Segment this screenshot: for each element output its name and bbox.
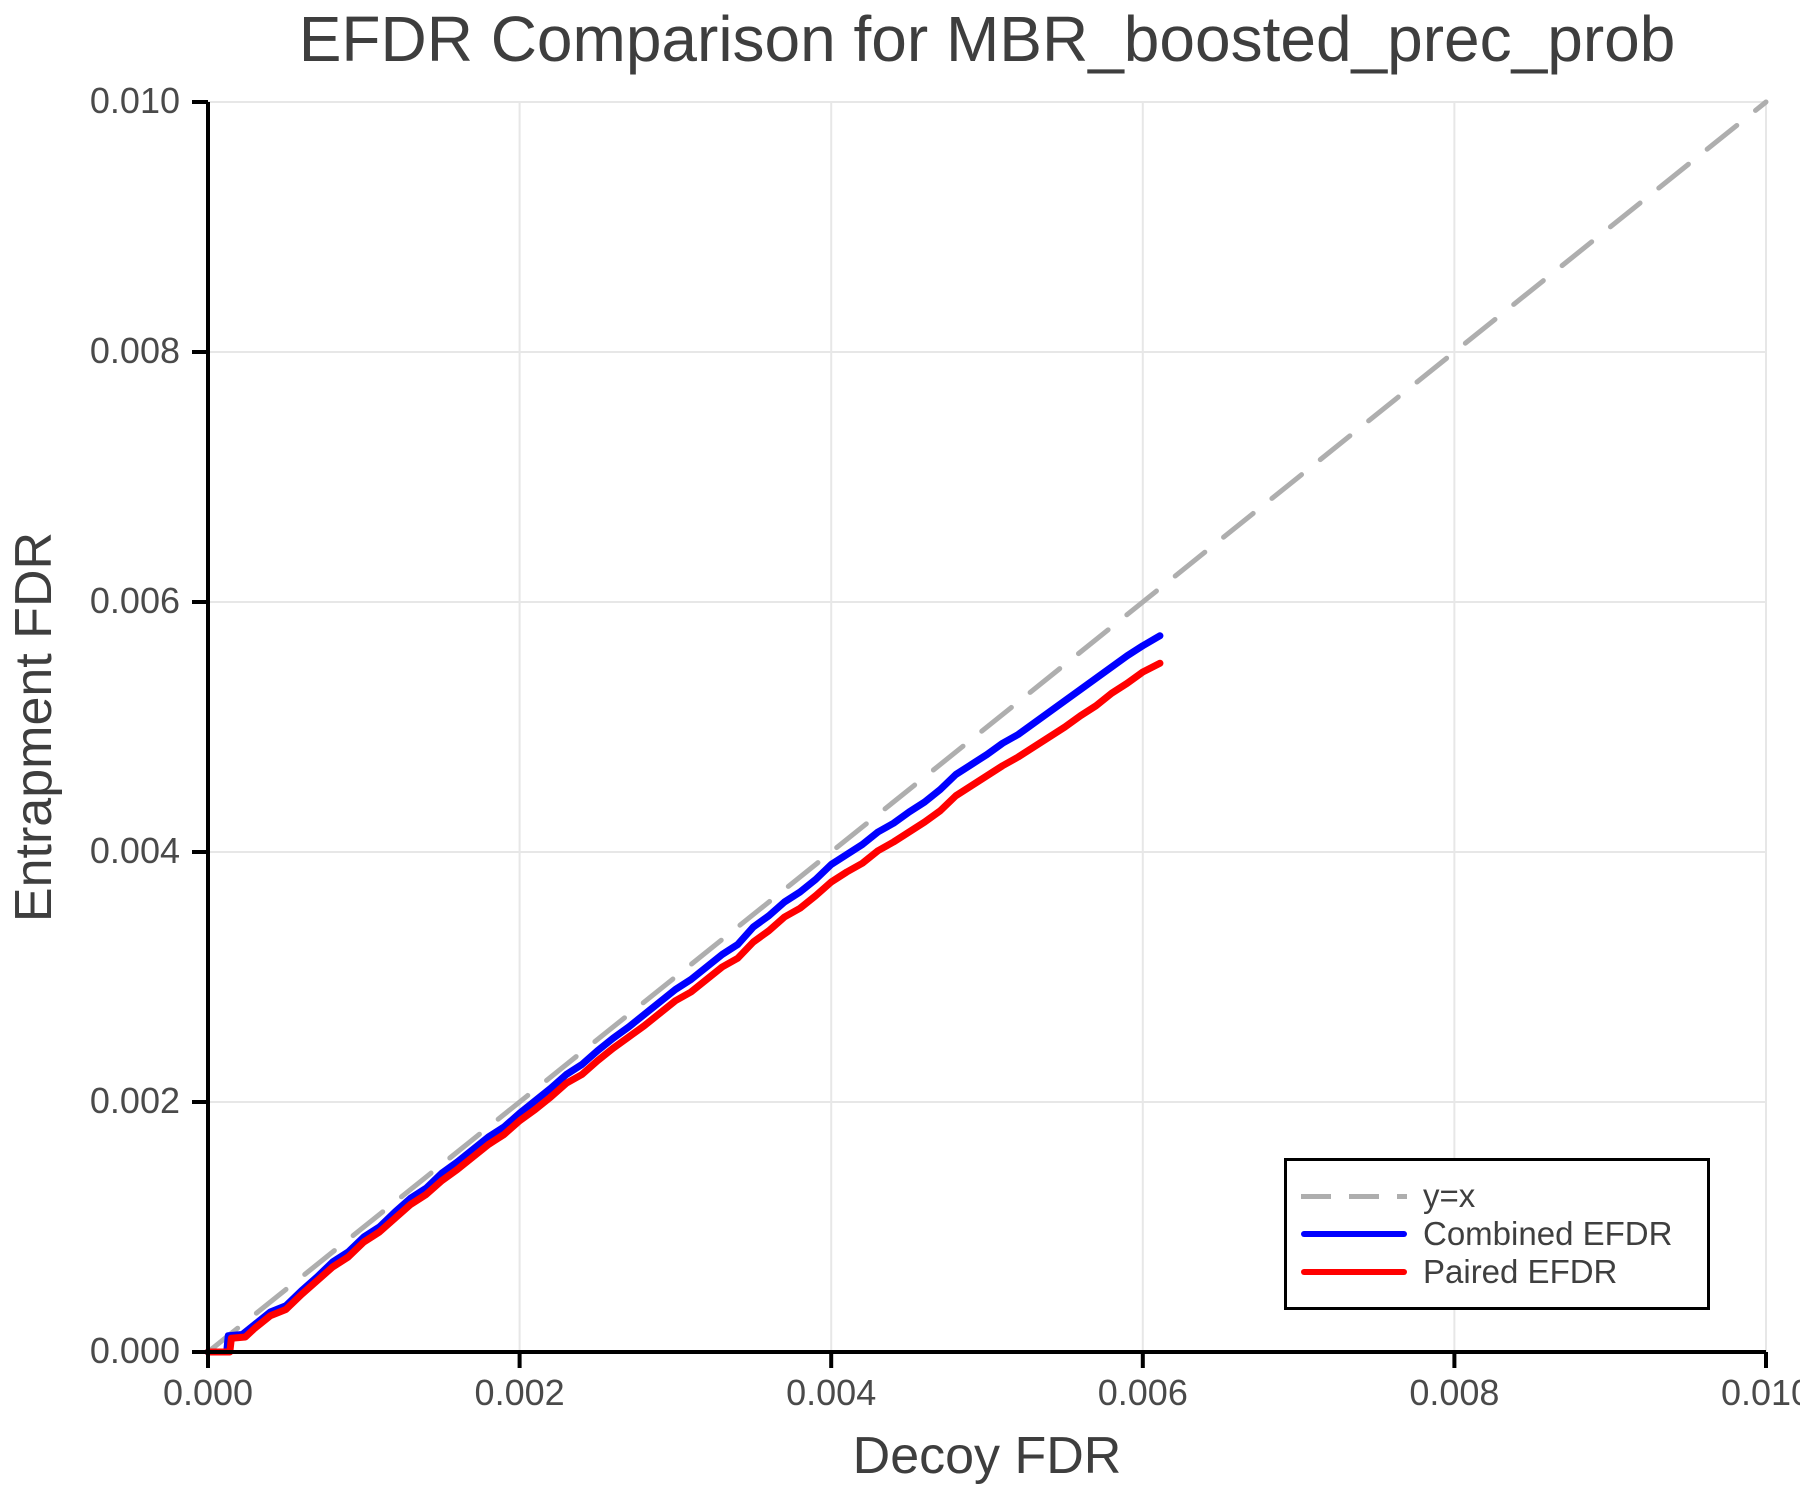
x-axis-label: Decoy FDR [852,1427,1122,1485]
series-paired-efdr [204,659,1164,1356]
chart-title: EFDR Comparison for MBR_boosted_prec_pro… [298,3,1676,75]
x-tick-label: 0.010 [1720,1372,1800,1413]
legend: y=x Combined EFDR Paired EFDR [1284,1158,1710,1310]
y-tick-label: 0.008 [89,330,180,372]
y-tick-label: 0.004 [89,830,180,872]
x-tick-label: 0.002 [474,1372,565,1413]
legend-item-yx: y=x [1301,1177,1707,1215]
series-y-x [205,99,1769,1355]
x-tick-label: 0.008 [1409,1372,1500,1413]
y-tick-label: 0.010 [89,80,180,122]
legend-line-paired-efdr [1301,1269,1407,1275]
x-tick-label: 0.000 [162,1372,254,1413]
legend-label-paired-efdr: Paired EFDR [1423,1253,1618,1290]
y-tick-label: 0.006 [89,580,180,622]
legend-line-identity [1301,1193,1407,1199]
legend-label-combined-efdr: Combined EFDR [1423,1215,1673,1252]
y-tick-label: 0.000 [89,1330,180,1372]
series-combined-efdr [204,632,1164,1356]
legend-label-yx: y=x [1423,1177,1476,1214]
legend-item-combined-efdr: Combined EFDR [1301,1215,1707,1253]
legend-line-combined-efdr [1301,1231,1407,1237]
x-tick-label: 0.004 [786,1372,877,1413]
legend-item-paired-efdr: Paired EFDR [1301,1253,1707,1291]
y-tick-label: 0.002 [89,1080,180,1122]
x-tick-label: 0.006 [1097,1372,1188,1413]
